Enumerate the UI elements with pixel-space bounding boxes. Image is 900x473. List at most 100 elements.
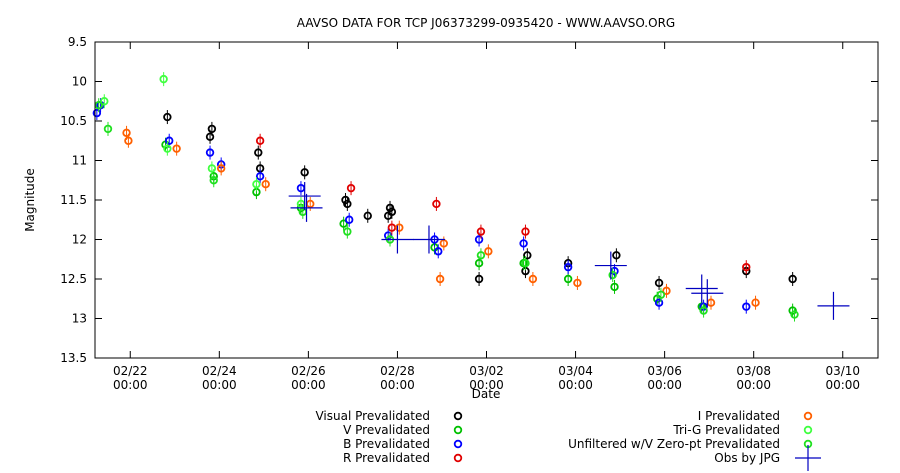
data-point (124, 136, 133, 145)
data-point (790, 310, 799, 319)
series-1 (161, 137, 797, 318)
x-tick-label: 02/24 (202, 364, 237, 378)
y-tick-label: 12 (72, 233, 87, 247)
data-point (383, 211, 393, 220)
data-point (383, 231, 393, 240)
data-point (439, 239, 449, 248)
data-point (395, 223, 404, 232)
data-point (385, 203, 395, 213)
data-point (610, 282, 619, 292)
x-tick-label: 03/10 (825, 364, 860, 378)
x-tick-label: 02/28 (380, 364, 415, 378)
legend-label: Obs by JPG (714, 451, 780, 465)
data-point (474, 259, 484, 268)
data-point (205, 132, 215, 141)
x-tick-label-time: 00:00 (736, 378, 771, 392)
series-7 (288, 182, 850, 320)
data-point (432, 199, 441, 209)
data-point (484, 247, 493, 256)
data-point (100, 97, 109, 106)
x-tick-label-time: 00:00 (202, 378, 237, 392)
data-point (122, 128, 131, 138)
data-point (788, 274, 797, 284)
legend-label: B Prevalidated (343, 437, 430, 451)
data-point (435, 274, 445, 284)
y-tick-label: 12.5 (60, 272, 87, 286)
plot-frame (94, 41, 879, 359)
data-point (363, 211, 372, 220)
x-tick-label: 03/02 (469, 364, 504, 378)
series-4 (122, 125, 760, 310)
data-point (209, 176, 218, 185)
legend-label: R Prevalidated (343, 451, 430, 465)
data-point (523, 251, 532, 260)
data-point (165, 136, 174, 145)
legend-label: Unfiltered w/V Zero-pt Prevalidated (568, 437, 780, 451)
data-point (163, 144, 172, 153)
data-point (656, 290, 666, 299)
data-point (521, 227, 530, 236)
data-point (172, 144, 181, 153)
data-point (608, 270, 617, 280)
data-point (254, 148, 263, 157)
x-tick-label: 02/22 (113, 364, 148, 378)
x-tick-label-time: 00:00 (380, 378, 415, 392)
data-point (476, 251, 486, 260)
y-tick-label: 9.5 (68, 35, 87, 49)
legend-label: Tri-G Prevalidated (672, 423, 780, 437)
data-point (476, 227, 486, 236)
y-tick-label: 13 (72, 312, 87, 326)
data-point (207, 124, 217, 134)
data-point (528, 274, 538, 284)
data-point (207, 164, 217, 173)
data-point (654, 278, 664, 288)
data-point (662, 286, 671, 296)
data-point (163, 112, 172, 122)
data-point (216, 164, 226, 173)
legend-circle-marker (453, 425, 463, 435)
series-3 (255, 133, 751, 275)
data-point (92, 108, 102, 118)
data-point (788, 306, 797, 315)
data-point (346, 183, 356, 193)
data-point (573, 278, 582, 288)
data-point (563, 262, 573, 272)
legend-circle-marker (453, 439, 463, 449)
data-point (751, 298, 760, 307)
data-point (474, 274, 484, 284)
y-tick-label: 13.5 (60, 351, 87, 365)
data-point (474, 235, 484, 244)
y-tick-label: 11 (72, 154, 87, 168)
legend-label: V Prevalidated (343, 423, 430, 437)
legend-label: I Prevalidated (698, 409, 780, 423)
x-tick-label-time: 00:00 (825, 378, 860, 392)
data-point (699, 306, 708, 315)
x-tick-label: 03/04 (558, 364, 593, 378)
data-point (612, 251, 621, 260)
y-tick-label: 10 (72, 75, 87, 89)
chart-title: AAVSO DATA FOR TCP J06373299-0935420 - W… (297, 16, 675, 30)
data-point (434, 247, 443, 256)
legend-circle-marker (453, 453, 463, 463)
x-tick-label-time: 00:00 (291, 378, 326, 392)
data-marks (92, 72, 850, 322)
legend-circle-marker (803, 425, 813, 435)
data-point (742, 262, 751, 272)
data-point (343, 227, 352, 236)
data-point (252, 179, 261, 189)
series-0 (163, 110, 797, 290)
y-axis-label: Magnitude (23, 168, 37, 232)
x-axis-label: Date (472, 387, 501, 401)
y-tick-label: 11.5 (60, 193, 87, 207)
y-tick-label: 10.5 (60, 114, 87, 128)
x-tick-label-time: 00:00 (469, 378, 504, 392)
x-tick-label-time: 00:00 (558, 378, 593, 392)
data-point (344, 215, 354, 224)
data-point (654, 298, 664, 307)
axis-ticks: 02/2200:0002/2400:0002/2600:0002/2800:00… (60, 35, 878, 392)
data-point (255, 172, 265, 181)
x-tick-label: 02/26 (291, 364, 326, 378)
x-tick-label: 03/08 (736, 364, 771, 378)
